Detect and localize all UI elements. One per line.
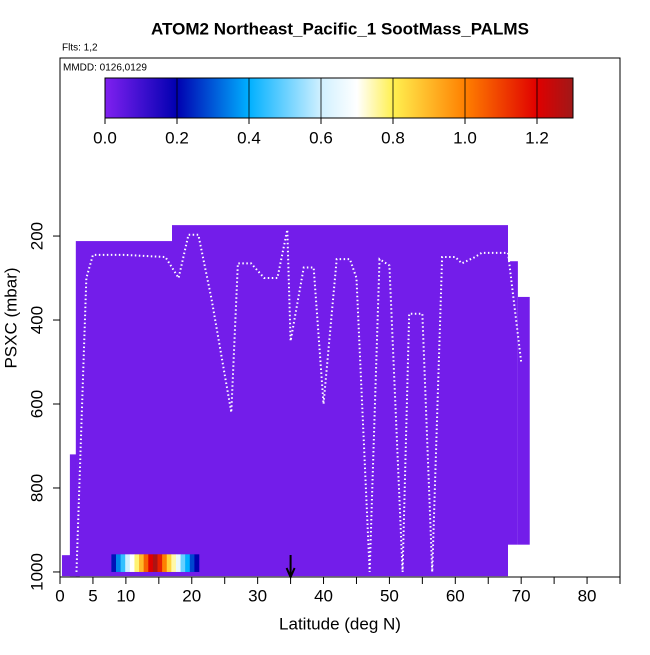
strip-cell [134, 554, 140, 572]
arrow-head [285, 567, 296, 580]
y-tick-label: 400 [27, 306, 46, 334]
strip-cell [111, 554, 117, 572]
y-tick-label: 1000 [27, 553, 46, 591]
colorbar-tick-label: 1.0 [453, 128, 477, 147]
strip-cell [116, 554, 121, 572]
strip-cell [157, 554, 163, 572]
strip-cell [120, 554, 126, 572]
curtain-block [75, 241, 172, 577]
y-tick-label: 600 [27, 390, 46, 418]
colorbar [104, 77, 574, 119]
x-tick-label: 20 [182, 586, 201, 605]
strip-cell [171, 554, 177, 572]
curtain-block [172, 225, 508, 577]
strip-cell [194, 554, 200, 572]
strip-cell [152, 554, 158, 572]
y-tick-label: 200 [27, 222, 46, 250]
colorbar-tick-label: 0.8 [381, 128, 405, 147]
strip-cell [148, 554, 154, 572]
strip-cell [166, 554, 172, 572]
strip-cell [189, 554, 195, 572]
strip-cell [185, 554, 191, 572]
curtain-block [517, 296, 530, 545]
x-tick-label: 10 [116, 586, 135, 605]
strip-cell [129, 554, 135, 572]
x-tick-label: 60 [446, 586, 465, 605]
curtain-block [69, 454, 80, 577]
x-tick-label: 70 [512, 586, 531, 605]
strip-cell [139, 554, 144, 572]
y-tick-label: 800 [27, 474, 46, 502]
curtain-block [508, 261, 518, 545]
x-tick-label: 0 [55, 586, 64, 605]
y-axis-label: PSXC (mbar) [1, 267, 20, 368]
dates-label: MMDD: 0126,0129 [63, 63, 147, 74]
strip-cell [180, 554, 186, 572]
x-axis-label: Latitude (deg N) [279, 614, 401, 633]
x-tick-label: 50 [380, 586, 399, 605]
colorbar-tick-label: 0.0 [93, 128, 117, 147]
strip-cell [162, 554, 168, 572]
colorbar-tick-label: 0.4 [237, 128, 261, 147]
x-tick-label: 40 [314, 586, 333, 605]
chart-title: ATOM2 Northeast_Pacific_1 SootMass_PALMS [151, 19, 529, 38]
x-tick-label: 80 [578, 586, 597, 605]
flight-track [75, 229, 523, 573]
strip-cell [125, 554, 131, 572]
flights-label: Flts: 1,2 [62, 43, 98, 54]
colorbar-tick-label: 0.2 [165, 128, 189, 147]
strip-cell [143, 554, 149, 572]
x-tick-label: 30 [248, 586, 267, 605]
colorbar-tick-label: 1.2 [525, 128, 549, 147]
x-tick-label: 5 [88, 586, 97, 605]
colorbar-tick-label: 0.6 [309, 128, 333, 147]
strip-cell [175, 554, 181, 572]
